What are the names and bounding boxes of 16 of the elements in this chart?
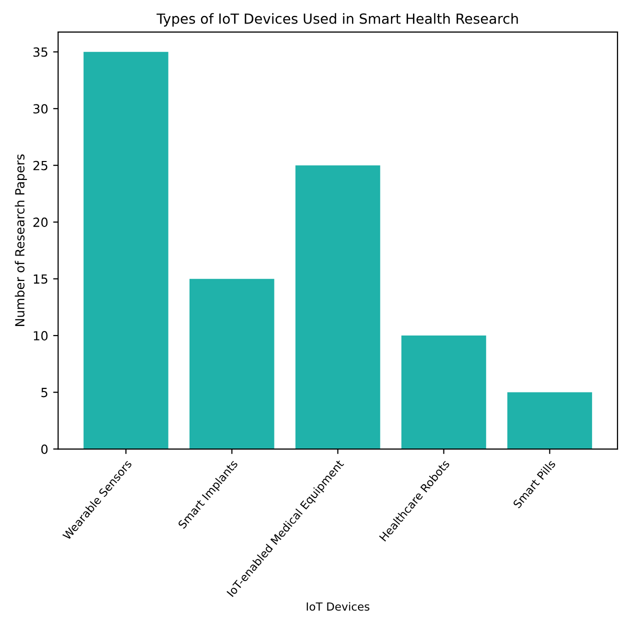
y-tick-label: 15 xyxy=(34,274,48,284)
bar xyxy=(295,165,380,450)
y-tick-label: 25 xyxy=(33,160,48,170)
bar xyxy=(84,52,168,450)
x-axis-title: IoT Devices xyxy=(306,602,370,611)
y-tick-label: 20 xyxy=(33,218,48,228)
y-tick-label: 5 xyxy=(41,388,48,398)
bar xyxy=(401,336,486,450)
y-axis-title: Number of Research Papers xyxy=(14,154,27,326)
chart-title: Types of IoT Devices Used in Smart Health Research xyxy=(156,13,518,27)
bar xyxy=(189,278,274,450)
y-tick-label: 35 xyxy=(33,47,48,57)
y-tick-label: 0 xyxy=(41,444,48,454)
y-tick-label: 30 xyxy=(33,104,48,114)
bar xyxy=(507,392,592,450)
y-tick-label: 10 xyxy=(34,331,48,340)
